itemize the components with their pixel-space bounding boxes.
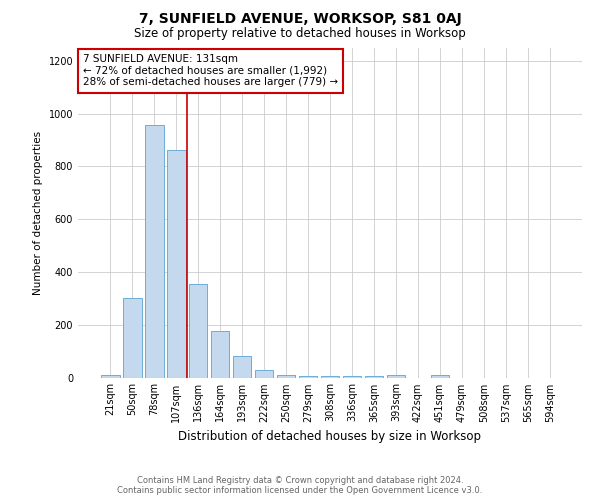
Bar <box>255 370 274 378</box>
Bar <box>277 375 295 378</box>
Text: Contains HM Land Registry data © Crown copyright and database right 2024.
Contai: Contains HM Land Registry data © Crown c… <box>118 476 482 495</box>
Bar <box>211 332 229 378</box>
Bar <box>431 375 449 378</box>
Text: 7, SUNFIELD AVENUE, WORKSOP, S81 0AJ: 7, SUNFIELD AVENUE, WORKSOP, S81 0AJ <box>139 12 461 26</box>
Bar <box>189 284 208 378</box>
Bar <box>365 376 383 378</box>
Bar <box>167 150 185 378</box>
Bar <box>145 126 164 378</box>
Bar <box>299 376 317 378</box>
Bar <box>320 376 340 378</box>
Text: Size of property relative to detached houses in Worksop: Size of property relative to detached ho… <box>134 28 466 40</box>
Text: 7 SUNFIELD AVENUE: 131sqm
← 72% of detached houses are smaller (1,992)
28% of se: 7 SUNFIELD AVENUE: 131sqm ← 72% of detac… <box>83 54 338 88</box>
Bar <box>101 375 119 378</box>
Bar <box>343 376 361 378</box>
Y-axis label: Number of detached properties: Number of detached properties <box>33 130 43 294</box>
Bar <box>233 356 251 378</box>
Bar <box>123 298 142 378</box>
X-axis label: Distribution of detached houses by size in Worksop: Distribution of detached houses by size … <box>179 430 482 443</box>
Bar <box>386 375 405 378</box>
